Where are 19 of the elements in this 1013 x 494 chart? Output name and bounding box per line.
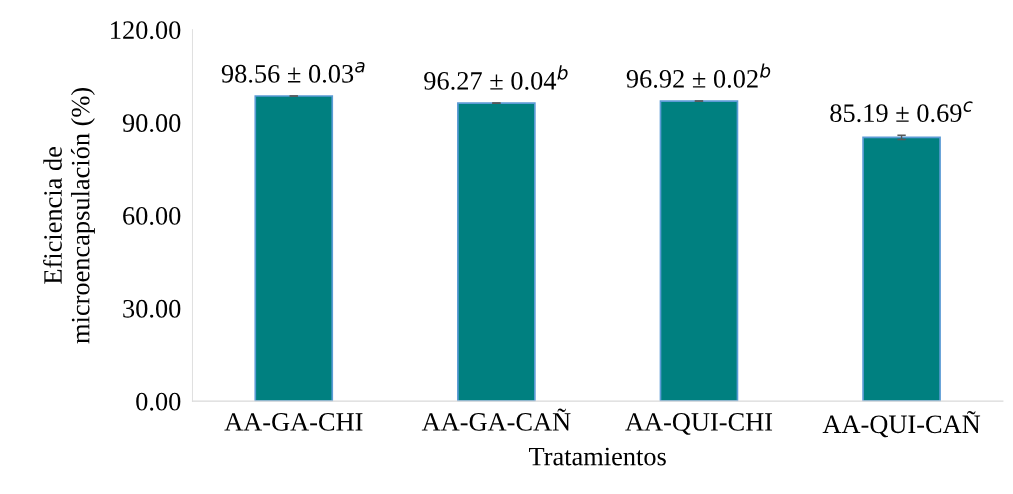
- data-label: 96.92 ± 0.02$^{b}$: [626, 63, 771, 88]
- data-label: 85.19 ± 0.69$^{c}$: [830, 101, 973, 123]
- x-tick-label: AA-GA-CHI: [224, 413, 363, 431]
- y-tick-label: 90.00: [122, 114, 181, 133]
- y-tick-label: 60.00: [123, 206, 181, 225]
- bar: [862, 136, 941, 402]
- x-axis-title: Tratamientos: [529, 447, 666, 466]
- y-tick-label: 0.00: [136, 392, 181, 411]
- data-label: 96.27 ± 0.04$^{b}$: [424, 65, 568, 90]
- y-tick-label: 120.00: [111, 21, 181, 40]
- data-label: 98.56 ± 0.03$^{a}$: [221, 61, 365, 83]
- bar: [659, 100, 739, 402]
- x-tick-label: AA-QUI-CAÑ: [822, 410, 981, 438]
- bar: [457, 102, 536, 402]
- y-axis-title: Eficiencia de microencapsulación (%): [43, 87, 95, 344]
- x-tick-label: AA-GA-CAÑ: [421, 408, 571, 431]
- y-tick-label: 30.00: [123, 299, 181, 318]
- bar: [254, 95, 334, 402]
- x-tick-label: AA-QUI-CHI: [625, 413, 773, 435]
